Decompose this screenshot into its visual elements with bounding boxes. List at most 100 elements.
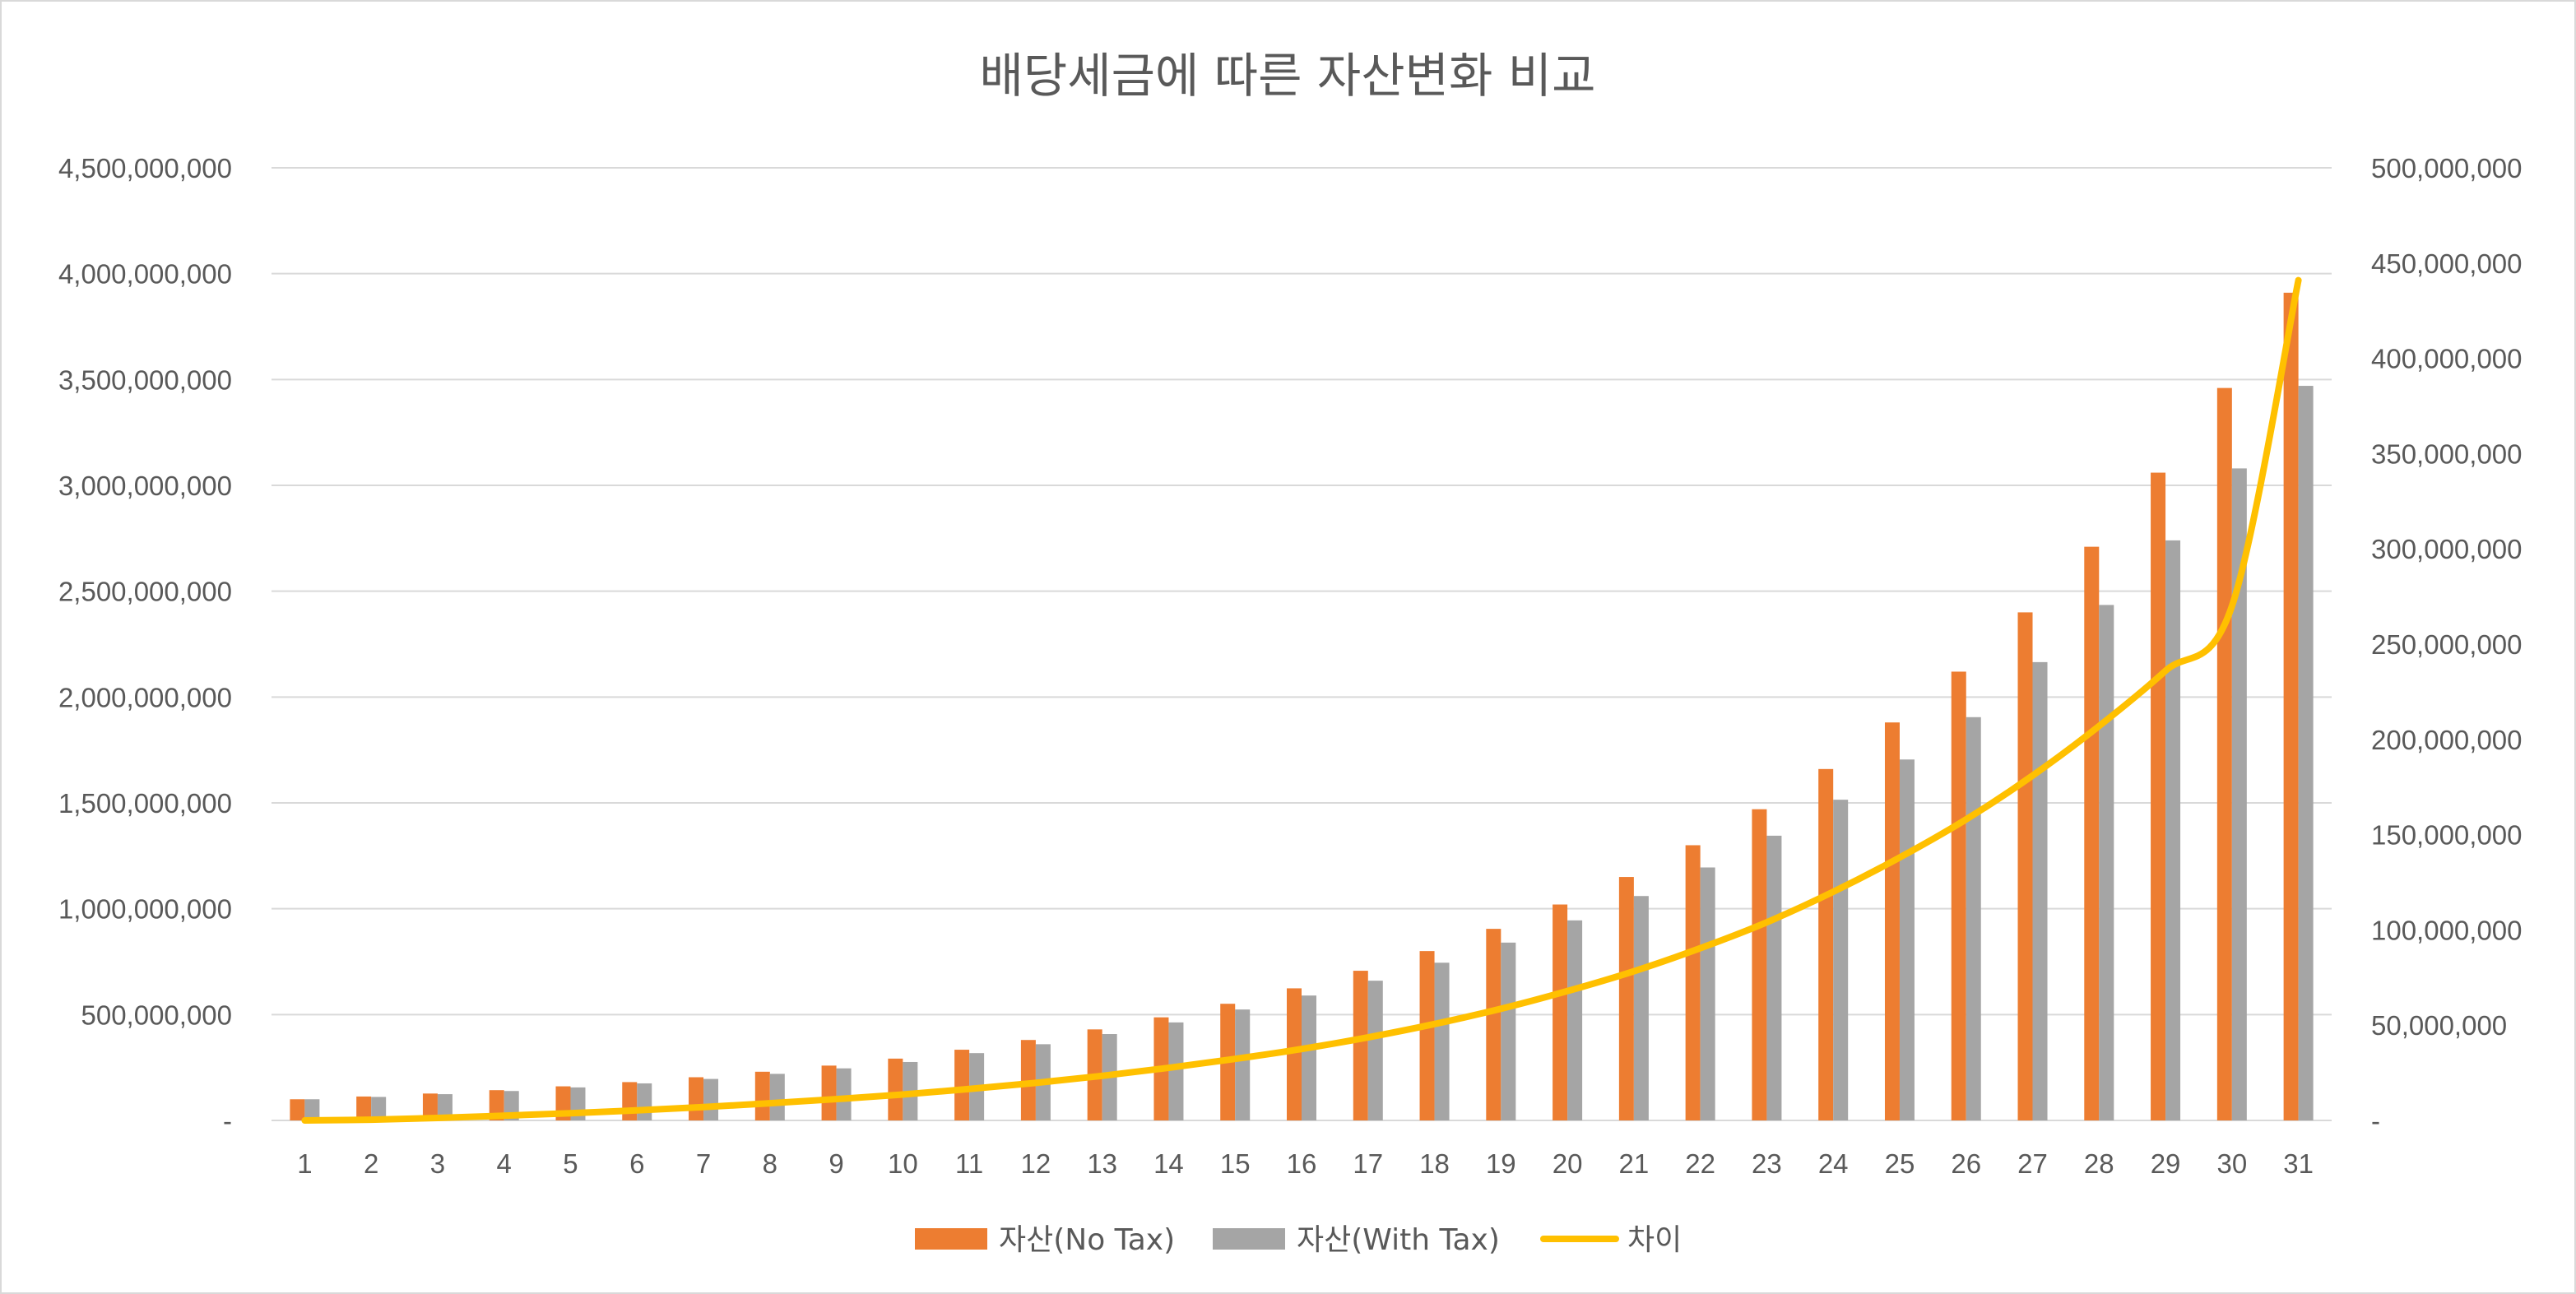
x-axis-tick-label: 8	[763, 1148, 777, 1179]
bar-no-tax	[821, 1065, 837, 1120]
bar-with-tax	[2099, 605, 2114, 1120]
x-axis-tick-label: 24	[1818, 1148, 1849, 1179]
left-axis-tick-label: 2,500,000,000	[58, 577, 232, 607]
bar-with-tax	[1833, 800, 1849, 1120]
legend: 자산(No Tax) 자산(With Tax) 차이	[915, 1223, 1682, 1257]
bar-no-tax	[954, 1050, 970, 1120]
bar-no-tax	[622, 1082, 638, 1120]
x-axis-tick-label: 12	[1021, 1148, 1051, 1179]
bar-with-tax	[1367, 981, 1383, 1120]
bar-no-tax	[2084, 546, 2100, 1120]
left-axis-tick-label: 4,000,000,000	[58, 259, 232, 290]
chart-title: 배당세금에 따른 자산변화 비교	[980, 48, 1596, 104]
bar-with-tax	[1633, 896, 1649, 1120]
bar-with-tax	[1302, 995, 1316, 1120]
legend-label: 자산(With Tax)	[1297, 1223, 1500, 1257]
bar-no-tax	[2216, 387, 2232, 1120]
x-axis-tick-label: 5	[563, 1148, 578, 1179]
bar-no-tax	[1618, 877, 1634, 1120]
x-axis-tick-label: 4	[497, 1148, 512, 1179]
right-axis-tick-label: 350,000,000	[2371, 438, 2523, 469]
x-axis-tick-label: 16	[1287, 1148, 1317, 1179]
bar-no-tax	[1020, 1040, 1036, 1120]
x-axis-tick-label: 17	[1353, 1148, 1383, 1179]
bar-no-tax	[1818, 768, 1834, 1120]
x-axis-tick-label: 23	[1752, 1148, 1782, 1179]
bar-no-tax	[888, 1058, 903, 1120]
bar-with-tax	[304, 1099, 320, 1120]
bar-no-tax	[1553, 904, 1568, 1120]
right-axis-tick-label: 250,000,000	[2371, 629, 2523, 660]
bar-no-tax	[290, 1099, 305, 1120]
bar-no-tax	[1752, 809, 1767, 1120]
right-axis-tick-label: 300,000,000	[2371, 534, 2523, 564]
x-axis-tick-label: 3	[430, 1148, 445, 1179]
x-axis-tick-label: 29	[2151, 1148, 2181, 1179]
bar-with-tax	[2231, 468, 2247, 1120]
x-axis-tick-label: 15	[1220, 1148, 1251, 1179]
right-axis-tick-label: 150,000,000	[2371, 820, 2523, 851]
left-axis-tick-label: 3,000,000,000	[58, 471, 232, 501]
bar-no-tax	[1287, 988, 1302, 1120]
bar-with-tax	[1168, 1022, 1184, 1120]
bar-with-tax	[703, 1078, 719, 1120]
bars	[290, 292, 2314, 1120]
bar-no-tax	[754, 1071, 770, 1120]
x-axis-tick-label: 2	[364, 1148, 378, 1179]
right-axis-tick-label: 50,000,000	[2371, 1010, 2507, 1041]
bar-with-tax	[637, 1083, 652, 1120]
legend-swatch	[915, 1228, 987, 1250]
bar-with-tax	[2298, 386, 2314, 1120]
x-axis-tick-label: 27	[2017, 1148, 2048, 1179]
bar-with-tax	[1966, 717, 1981, 1120]
x-axis-tick-label: 19	[1486, 1148, 1516, 1179]
bar-no-tax	[689, 1077, 704, 1120]
left-axis-tick-label: 4,500,000,000	[58, 153, 232, 183]
left-axis-tick-label: 500,000,000	[81, 999, 232, 1030]
bar-with-tax	[769, 1074, 785, 1120]
gridlines	[272, 167, 2332, 1121]
x-axis-tick-label: 22	[1685, 1148, 1715, 1179]
x-axis-tick-label: 31	[2283, 1148, 2314, 1179]
bar-with-tax	[1434, 962, 1450, 1120]
x-axis-tick-label: 21	[1619, 1148, 1650, 1179]
x-axis-tick-label: 18	[1419, 1148, 1450, 1179]
x-axis-tick-label: 25	[1885, 1148, 1915, 1179]
right-axis-tick-label: 500,000,000	[2371, 153, 2523, 183]
bar-no-tax	[1884, 722, 1900, 1120]
left-axis-tick-label: 2,000,000,000	[58, 682, 232, 712]
left-axis-tick-label: 1,000,000,000	[58, 894, 232, 925]
bar-no-tax	[422, 1093, 438, 1120]
bar-with-tax	[1501, 942, 1516, 1120]
x-axis-tick-label: 30	[2216, 1148, 2247, 1179]
legend-swatch	[1213, 1228, 1285, 1250]
right-axis-tick-label: 400,000,000	[2371, 344, 2523, 374]
x-axis-tick-label: 28	[2084, 1148, 2114, 1179]
right-axis-tick-label: 450,000,000	[2371, 248, 2523, 279]
bar-with-tax	[1899, 759, 1915, 1120]
bar-no-tax	[1685, 845, 1701, 1120]
bar-no-tax	[2283, 292, 2299, 1120]
bar-no-tax	[356, 1096, 372, 1120]
bar-with-tax	[836, 1068, 852, 1120]
left-axis-tick-label: -	[223, 1106, 232, 1136]
bar-no-tax	[1353, 971, 1368, 1120]
bar-with-tax	[1700, 867, 1715, 1120]
bar-with-tax	[1766, 835, 1782, 1120]
x-axis-tick-label: 26	[1951, 1148, 1981, 1179]
left-axis-tick-label: 1,500,000,000	[58, 788, 232, 819]
bar-with-tax	[2165, 540, 2181, 1120]
x-axis-tick-label: 11	[955, 1148, 983, 1179]
bar-with-tax	[371, 1097, 387, 1120]
legend-label: 차이	[1627, 1223, 1682, 1257]
x-axis-tick-label: 14	[1153, 1148, 1184, 1179]
x-axis-tick-label: 10	[888, 1148, 918, 1179]
legend-label: 자산(No Tax)	[999, 1223, 1175, 1257]
bar-no-tax	[1419, 951, 1435, 1120]
bar-no-tax	[1486, 929, 1502, 1120]
x-axis-tick-label: 1	[297, 1148, 312, 1179]
x-axis-tick-label: 20	[1553, 1148, 1583, 1179]
x-axis-tick-label: 7	[696, 1148, 711, 1179]
